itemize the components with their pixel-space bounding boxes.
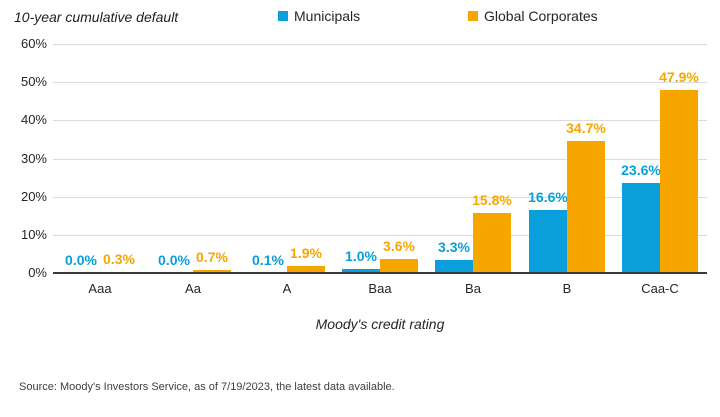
x-axis-category-label: Aaa xyxy=(88,281,112,296)
value-label-municipals-A: 0.1% xyxy=(252,252,284,268)
bar-municipals-Ba xyxy=(435,260,473,273)
gridline-60% xyxy=(53,44,707,45)
x-axis-category-label: B xyxy=(562,281,572,296)
value-label-global-corporates-Aaa: 0.3% xyxy=(103,251,135,267)
bar-global-corporates-B xyxy=(567,141,605,273)
value-label-global-corporates-A: 1.9% xyxy=(290,245,322,261)
legend-item-global-corporates: Global Corporates xyxy=(468,8,598,24)
gridline-10% xyxy=(53,235,707,236)
bar-global-corporates-Caa-C xyxy=(660,90,698,273)
gridline-30% xyxy=(53,159,707,160)
x-axis-category-label: Aa xyxy=(185,281,201,296)
y-axis-tick-label: 20% xyxy=(20,189,47,204)
gridline-50% xyxy=(53,82,707,83)
value-label-global-corporates-Caa-C: 47.9% xyxy=(659,69,699,85)
municipals-legend-swatch-icon xyxy=(278,11,288,21)
bar-global-corporates-Baa xyxy=(380,259,418,273)
x-axis-category-label: A xyxy=(282,281,292,296)
bar-global-corporates-Ba xyxy=(473,213,511,273)
source-note: Source: Moody's Investors Service, as of… xyxy=(19,381,395,393)
x-axis-title: Moody's credit rating xyxy=(315,316,445,332)
x-axis-category-label: Baa xyxy=(368,281,392,296)
y-axis-tick-label: 10% xyxy=(20,227,47,242)
legend-label-global-corporates: Global Corporates xyxy=(484,8,598,24)
bar-global-corporates-Aa xyxy=(193,270,231,273)
bar-municipals-Baa xyxy=(342,269,380,273)
y-axis-tick-label: 40% xyxy=(20,112,47,127)
corporates-legend-swatch-icon xyxy=(468,11,478,21)
value-label-global-corporates-Aa: 0.7% xyxy=(196,249,228,265)
value-label-municipals-Aaa: 0.0% xyxy=(65,252,97,268)
x-axis-line xyxy=(53,272,707,274)
gridline-40% xyxy=(53,120,707,121)
bar-global-corporates-A xyxy=(287,266,325,273)
y-axis-tick-label: 0% xyxy=(28,265,47,280)
bar-municipals-Caa-C xyxy=(622,183,660,273)
value-label-global-corporates-Baa: 3.6% xyxy=(383,238,415,254)
value-label-global-corporates-B: 34.7% xyxy=(566,120,606,136)
legend-item-municipals: Municipals xyxy=(278,8,360,24)
value-label-municipals-Caa-C: 23.6% xyxy=(621,162,661,178)
y-axis-tick-label: 50% xyxy=(20,74,47,89)
y-axis-tick-label: 30% xyxy=(20,151,47,166)
x-axis-category-label: Ba xyxy=(465,281,481,296)
bar-municipals-B xyxy=(529,210,567,273)
value-label-municipals-Aa: 0.0% xyxy=(158,252,190,268)
chart-title: 10-year cumulative default xyxy=(14,9,179,25)
value-label-municipals-B: 16.6% xyxy=(528,189,568,205)
x-axis-category-label: Caa-C xyxy=(641,281,679,296)
value-label-global-corporates-Ba: 15.8% xyxy=(472,192,512,208)
value-label-municipals-Baa: 1.0% xyxy=(345,248,377,264)
gridline-20% xyxy=(53,197,707,198)
y-axis-tick-label: 60% xyxy=(20,36,47,51)
legend-label-municipals: Municipals xyxy=(294,8,361,24)
value-label-municipals-Ba: 3.3% xyxy=(438,239,470,255)
